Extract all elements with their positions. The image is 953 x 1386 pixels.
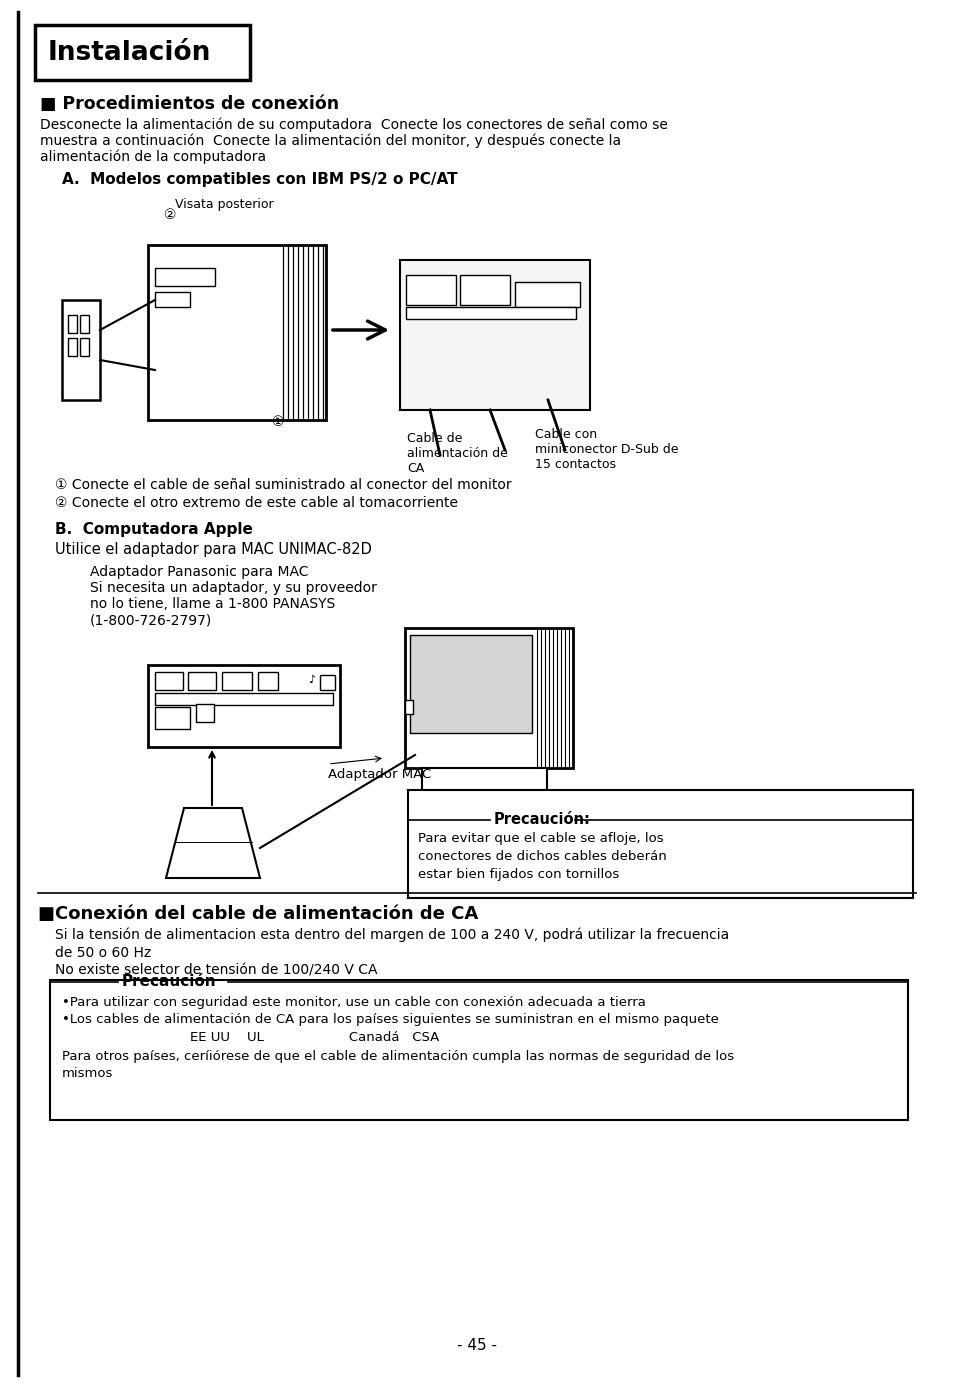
FancyArrowPatch shape [333, 322, 385, 340]
Text: ■Conexión del cable de alimentación de CA: ■Conexión del cable de alimentación de C… [38, 905, 477, 923]
Bar [68, 338, 77, 356]
Bar [188, 672, 215, 690]
Text: Si necesita un adaptador, y su proveedor: Si necesita un adaptador, y su proveedor [90, 581, 376, 595]
Text: conectores de dichos cables deberán: conectores de dichos cables deberán [417, 850, 666, 863]
Text: ② Conecte el otro extremo de este cable al tomacorriente: ② Conecte el otro extremo de este cable … [55, 496, 457, 510]
Text: Para evitar que el cable se afloje, los: Para evitar que el cable se afloje, los [417, 832, 663, 845]
Text: ①: ① [272, 414, 284, 430]
Text: Si la tensión de alimentacion esta dentro del margen de 100 a 240 V, podrá utili: Si la tensión de alimentacion esta dentr… [55, 929, 728, 942]
Bar [148, 665, 339, 747]
Text: alimentación de la computadora: alimentación de la computadora [40, 150, 266, 164]
Text: muestra a continuación  Conecte la alimentación del monitor, y después conecte l: muestra a continuación Conecte la alimen… [40, 133, 620, 147]
Bar [421, 768, 546, 790]
Text: ②: ② [164, 208, 176, 222]
Bar [195, 704, 213, 722]
Text: Precaución:: Precaución: [494, 812, 590, 827]
Text: ① Conecte el cable de señal suministrado al conector del monitor: ① Conecte el cable de señal suministrado… [55, 478, 511, 492]
Bar [406, 274, 456, 305]
Text: Utilice el adaptador para MAC UNIMAC-82D: Utilice el adaptador para MAC UNIMAC-82D [55, 542, 372, 557]
Text: de 50 o 60 Hz: de 50 o 60 Hz [55, 947, 152, 960]
Bar [399, 261, 589, 410]
Bar [405, 628, 573, 768]
Bar [257, 672, 277, 690]
Bar [68, 315, 77, 333]
Text: Adaptador Panasonic para MAC: Adaptador Panasonic para MAC [90, 565, 308, 579]
Bar [154, 292, 190, 308]
Text: - 45 -: - 45 - [456, 1337, 497, 1353]
Text: •Los cables de alimentación de CA para los países siguientes se suministran en e: •Los cables de alimentación de CA para l… [62, 1013, 719, 1026]
Bar [35, 25, 250, 80]
Bar [459, 274, 510, 305]
Text: estar bien fijados con tornillos: estar bien fijados con tornillos [417, 868, 618, 881]
Bar [50, 980, 907, 1120]
Bar [408, 790, 912, 898]
Bar [148, 245, 326, 420]
Bar [319, 675, 335, 690]
Bar [154, 267, 214, 286]
Text: Instalación: Instalación [48, 40, 212, 67]
Text: •Para utilizar con seguridad este monitor, use un cable con conexión adecuada a : •Para utilizar con seguridad este monito… [62, 997, 645, 1009]
Bar [62, 299, 100, 401]
Bar [222, 672, 252, 690]
Text: A.  Modelos compatibles con IBM PS/2 o PC/AT: A. Modelos compatibles con IBM PS/2 o PC… [62, 172, 457, 187]
Text: Para otros países, ceríiórese de que el cable de alimentación cumpla las normas : Para otros países, ceríiórese de que el … [62, 1051, 734, 1063]
Polygon shape [166, 808, 260, 877]
Text: Cable de
alimentación de
CA: Cable de alimentación de CA [407, 432, 507, 475]
Bar [154, 693, 333, 705]
Text: Desconecte la alimentación de su computadora  Conecte los conectores de señal co: Desconecte la alimentación de su computa… [40, 116, 667, 132]
Text: ■ Procedimientos de conexión: ■ Procedimientos de conexión [40, 96, 338, 114]
Text: Adaptador MAC: Adaptador MAC [328, 768, 431, 780]
Bar [80, 338, 89, 356]
Text: Cable con
miniconector D-Sub de
15 contactos: Cable con miniconector D-Sub de 15 conta… [535, 428, 678, 471]
Bar [154, 672, 183, 690]
Text: ♪: ♪ [308, 675, 315, 685]
Bar [515, 281, 579, 308]
Text: mismos: mismos [62, 1067, 113, 1080]
Bar [405, 700, 413, 714]
Bar [154, 707, 190, 729]
Text: Visata posterior: Visata posterior [174, 198, 274, 211]
Text: EE UU    UL                    Canadá   CSA: EE UU UL Canadá CSA [190, 1031, 438, 1044]
Text: B.  Computadora Apple: B. Computadora Apple [55, 523, 253, 536]
Text: Precaución: Precaución [122, 974, 216, 990]
Bar [406, 308, 576, 319]
Text: No existe selector de tensión de 100/240 V CA: No existe selector de tensión de 100/240… [55, 965, 377, 979]
Text: (1-800-726-2797): (1-800-726-2797) [90, 613, 212, 626]
Bar [80, 315, 89, 333]
Text: no lo tiene, llame a 1-800 PANASYS: no lo tiene, llame a 1-800 PANASYS [90, 597, 335, 611]
Bar [410, 635, 532, 733]
